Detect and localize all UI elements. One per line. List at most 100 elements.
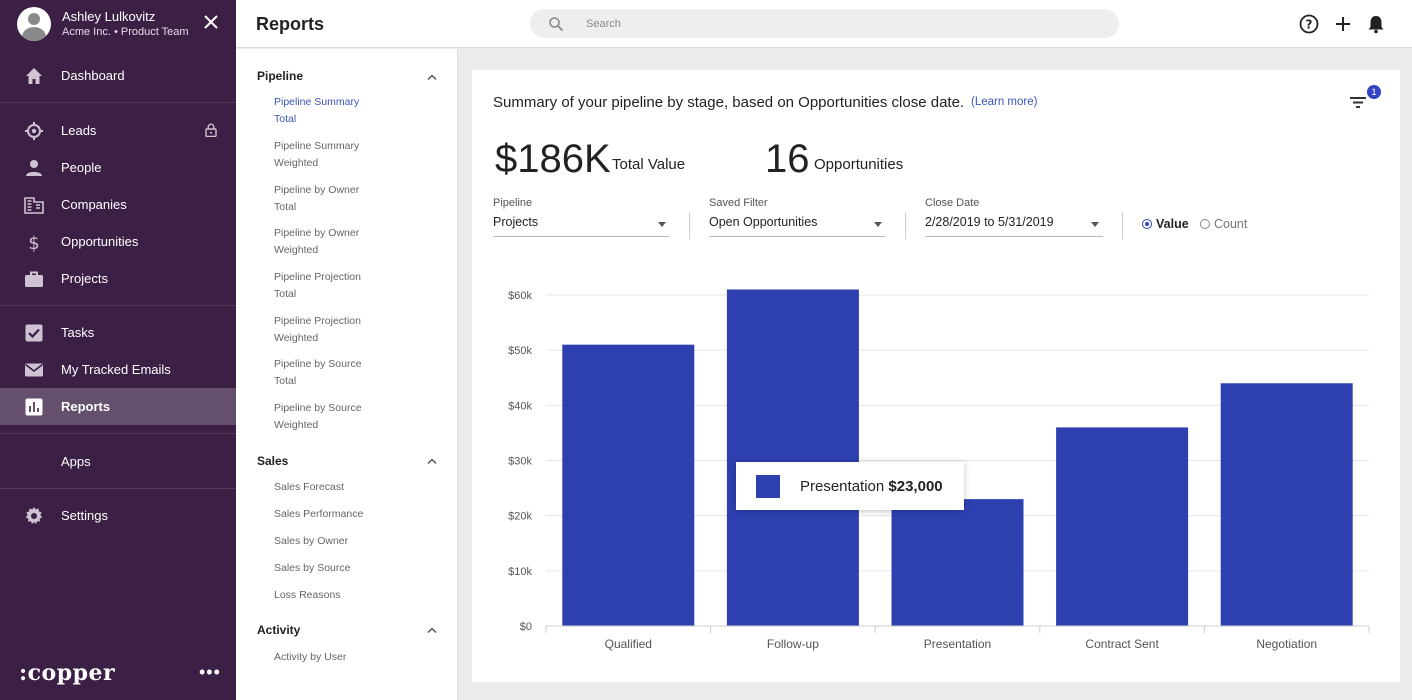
section-sales-title[interactable]: Sales: [257, 454, 289, 468]
x-tick-label: Negotiation: [1256, 637, 1317, 651]
report-link-pipeline-source-total[interactable]: Pipeline by Source Total: [274, 358, 362, 387]
report-link-pipeline-owner-total[interactable]: Pipeline by Owner Total: [274, 184, 360, 213]
bar-qualified: [562, 344, 695, 626]
nav-item-settings[interactable]: Settings: [0, 497, 236, 534]
filter-count-badge: 1: [1367, 85, 1381, 99]
filter-divider: [905, 212, 906, 239]
chevron-up-icon[interactable]: [427, 73, 437, 81]
y-tick-label: $40k: [508, 400, 532, 412]
y-tick-label: $30k: [508, 456, 532, 468]
report-link-activity-by-user[interactable]: Activity by User: [274, 651, 347, 663]
bar-follow-up: [726, 289, 859, 626]
close-icon[interactable]: [201, 12, 221, 32]
nav-item-companies[interactable]: Companies: [0, 186, 236, 223]
close-date-select[interactable]: 2/28/2019 to 5/31/2019: [925, 212, 1103, 237]
nav-item-people[interactable]: People: [0, 149, 236, 186]
help-icon[interactable]: ?: [1298, 13, 1320, 35]
user-org: Acme Inc. • Product Team: [62, 26, 189, 38]
y-tick-label: $60k: [508, 290, 532, 302]
report-link-loss-reasons[interactable]: Loss Reasons: [274, 589, 341, 601]
nav-label: Leads: [61, 123, 97, 138]
report-summary: Summary of your pipeline by stage, based…: [493, 94, 965, 111]
pipeline-label: Pipeline: [493, 197, 533, 209]
y-tick-label: $20k: [508, 511, 532, 523]
count-radio[interactable]: [1200, 219, 1210, 229]
avatar[interactable]: [17, 7, 51, 41]
bar-contract-sent: [1056, 427, 1189, 626]
close-date-label: Close Date: [925, 197, 980, 209]
bell-icon[interactable]: [1365, 13, 1387, 35]
value-radio[interactable]: [1142, 219, 1152, 229]
report-link-pipeline-summary-weighted[interactable]: Pipeline Summary Weighted: [274, 140, 360, 169]
nav-label: Apps: [61, 454, 91, 469]
bar-negotiation: [1220, 383, 1353, 626]
nav-item-projects[interactable]: Projects: [0, 260, 236, 297]
nav-item-opportunities[interactable]: $ Opportunities: [0, 223, 236, 260]
svg-text:?: ?: [1306, 18, 1313, 32]
pipeline-value: Projects: [493, 215, 539, 229]
nav-label: My Tracked Emails: [61, 362, 171, 377]
main-navigation: Ashley Lulkovitz Acme Inc. • Product Tea…: [0, 0, 236, 700]
nav-item-tracked-emails[interactable]: My Tracked Emails: [0, 351, 236, 388]
pipeline-select[interactable]: Projects: [493, 212, 670, 237]
bar-presentation: [891, 499, 1024, 626]
section-activity-title[interactable]: Activity: [257, 623, 301, 637]
report-link-sales-by-owner[interactable]: Sales by Owner: [274, 535, 349, 547]
nav-label: People: [61, 160, 102, 175]
report-link-sales-by-source[interactable]: Sales by Source: [274, 562, 351, 574]
lock-icon: [205, 123, 217, 137]
page-title: Reports: [256, 14, 325, 34]
nav-item-apps[interactable]: Apps: [0, 443, 236, 480]
nav-item-leads[interactable]: Leads: [0, 112, 236, 149]
search-icon: [549, 17, 564, 32]
target-icon: [25, 122, 43, 140]
tooltip-swatch: [756, 475, 780, 498]
section-pipeline-title[interactable]: Pipeline: [257, 69, 304, 83]
count-radio-label[interactable]: Count: [1214, 217, 1248, 231]
person-icon: [26, 160, 42, 176]
checkbox-icon: [25, 324, 43, 342]
x-tick-label: Qualified: [605, 637, 652, 651]
user-name: Ashley Lulkovitz: [62, 9, 156, 24]
report-link-pipeline-source-weighted[interactable]: Pipeline by Source Weighted: [274, 402, 362, 431]
search-bar: [530, 9, 1119, 38]
value-radio-label[interactable]: Value: [1156, 217, 1189, 231]
tooltip-value: $23,000: [888, 478, 943, 495]
chevron-up-icon[interactable]: [427, 626, 437, 634]
report-link-sales-performance[interactable]: Sales Performance: [274, 508, 364, 520]
nav-label: Settings: [61, 508, 108, 523]
report-link-pipeline-projection-weighted[interactable]: Pipeline Projection Weighted: [274, 315, 361, 344]
saved-filter-label: Saved Filter: [709, 197, 768, 209]
nav-item-tasks[interactable]: Tasks: [0, 314, 236, 351]
report-link-pipeline-summary-total[interactable]: Pipeline Summary Total: [274, 96, 360, 125]
add-icon[interactable]: [1332, 13, 1354, 35]
tooltip-label: Presentation: [800, 478, 885, 495]
more-icon[interactable]: •••: [199, 662, 221, 682]
dropdown-caret-icon: [658, 222, 666, 227]
copper-logo: :copper: [19, 660, 116, 686]
reports-sidebar: Pipeline Pipeline Summary Total Pipeline …: [236, 49, 458, 700]
filter-icon[interactable]: [1348, 94, 1368, 110]
nav-label: Opportunities: [61, 234, 139, 249]
chart-tooltip: Presentation $23,000: [736, 462, 964, 510]
nav-divider: [0, 488, 236, 489]
nav-item-dashboard[interactable]: Dashboard: [0, 57, 236, 94]
nav-divider: [0, 305, 236, 306]
total-value: $186K: [495, 137, 611, 181]
search-input[interactable]: [586, 15, 1086, 33]
home-icon: [26, 68, 42, 84]
y-tick-label: $10k: [508, 566, 532, 578]
learn-more-link[interactable]: (Learn more): [971, 96, 1038, 108]
report-link-pipeline-owner-weighted[interactable]: Pipeline by Owner Weighted: [274, 227, 360, 256]
nav-divider: [0, 433, 236, 434]
chevron-up-icon[interactable]: [427, 457, 437, 465]
saved-filter-select[interactable]: Open Opportunities: [709, 212, 886, 237]
report-link-sales-forecast[interactable]: Sales Forecast: [274, 481, 345, 493]
report-link-pipeline-projection-total[interactable]: Pipeline Projection Total: [274, 271, 361, 300]
user-header: Ashley Lulkovitz Acme Inc. • Product Tea…: [0, 0, 236, 48]
nav-item-reports[interactable]: Reports: [0, 388, 236, 425]
dropdown-caret-icon: [1091, 222, 1099, 227]
x-tick-label: Presentation: [924, 637, 991, 651]
gear-icon: [25, 507, 43, 524]
y-tick-label: $0: [520, 621, 532, 633]
